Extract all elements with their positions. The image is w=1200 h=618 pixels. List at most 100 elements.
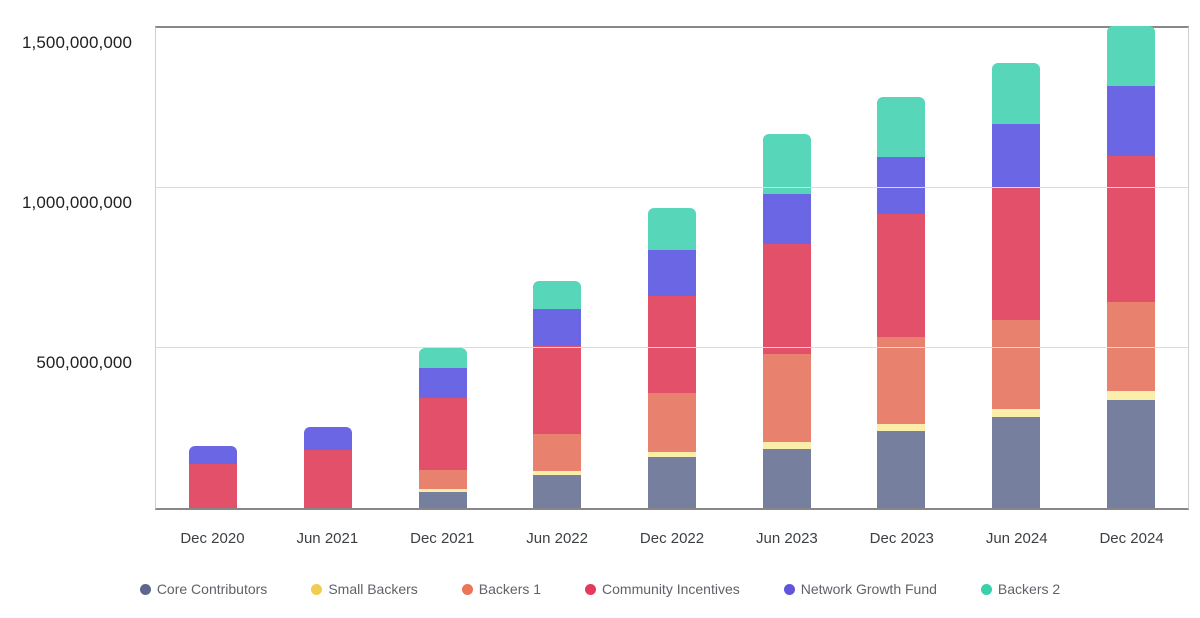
bar-segment-network-growth-fund[interactable] (648, 250, 697, 296)
bar-segment-community-incentives[interactable] (877, 213, 926, 337)
bar-segment-small-backers[interactable] (418, 489, 467, 492)
bar-segment-core-contributors[interactable] (1106, 399, 1155, 508)
legend-item-network-growth-fund[interactable]: Network Growth Fund (783, 581, 937, 598)
y-axis-labels: 1,500,000,000 1,000,000,000 500,000,000 (0, 0, 132, 560)
x-axis-tick-label: Jun 2021 (296, 530, 359, 547)
bar-segment-network-growth-fund[interactable] (1106, 85, 1155, 157)
gridline (156, 187, 1188, 188)
bar-segment-network-growth-fund[interactable] (533, 308, 582, 347)
legend-item-backers-2[interactable]: Backers 2 (980, 581, 1061, 598)
bar-segment-small-backers[interactable] (762, 442, 811, 450)
y-axis-tick-label: 1,500,000,000 (21, 33, 132, 52)
y-axis-tick-label: 500,000,000 (36, 353, 132, 372)
bar-segment-community-incentives[interactable] (189, 463, 238, 508)
bar-column-jun-2021 (271, 28, 386, 508)
bar-segment-network-growth-fund[interactable] (762, 193, 811, 245)
legend-color-dot (585, 584, 597, 595)
bar-segment-network-growth-fund[interactable] (877, 157, 926, 214)
bar-segment-backers-2[interactable] (533, 281, 582, 309)
bar-segment-backers-2[interactable] (762, 133, 811, 194)
bar-segment-small-backers[interactable] (533, 470, 582, 476)
bar-segment-backers-1[interactable] (762, 353, 811, 443)
bar-column-jun-2024 (959, 28, 1074, 508)
bar-column-dec-2022 (615, 28, 730, 508)
x-axis-tick-label: Dec 2023 (869, 530, 934, 547)
x-axis-tick-label: Dec 2022 (639, 530, 705, 547)
legend-color-dot (980, 584, 992, 595)
bar-segment-backers-1[interactable] (992, 319, 1041, 410)
stacked-bar-dec-2020[interactable] (189, 445, 238, 508)
stacked-bar-jun-2023[interactable] (762, 133, 811, 508)
bar-segment-backers-2[interactable] (418, 347, 467, 368)
bar-segment-backers-1[interactable] (648, 392, 697, 453)
legend-label: Core Contributors (156, 581, 268, 597)
bar-segment-core-contributors[interactable] (418, 492, 467, 508)
bar-column-dec-2020 (156, 28, 271, 508)
bar-segment-backers-1[interactable] (533, 434, 582, 471)
bar-segment-backers-2[interactable] (992, 63, 1041, 124)
bar-segment-backers-1[interactable] (877, 336, 926, 425)
x-axis-tick-label: Jun 2023 (756, 530, 818, 547)
bar-segment-community-incentives[interactable] (418, 397, 467, 470)
stacked-bar-dec-2023[interactable] (877, 97, 926, 508)
bar-segment-network-growth-fund[interactable] (304, 427, 352, 451)
bar-segment-core-contributors[interactable] (762, 449, 811, 508)
legend-label: Backers 1 (478, 581, 542, 597)
bar-segment-core-contributors[interactable] (877, 431, 926, 508)
plot-area (155, 25, 1189, 510)
bar-segment-network-growth-fund[interactable] (189, 445, 238, 464)
gridline (156, 347, 1188, 348)
legend-label: Network Growth Fund (800, 581, 937, 597)
legend-color-dot (783, 584, 795, 595)
legend-color-dot (311, 584, 323, 595)
stacked-bar-jun-2022[interactable] (533, 281, 582, 508)
bar-column-jun-2022 (500, 28, 615, 508)
x-axis-tick-label: Dec 2021 (410, 530, 475, 547)
bar-segment-small-backers[interactable] (992, 409, 1041, 418)
bar-segment-community-incentives[interactable] (992, 187, 1041, 320)
bar-segment-backers-1[interactable] (1106, 301, 1155, 391)
bar-segment-backers-2[interactable] (877, 97, 926, 158)
x-axis-tick-label: Jun 2022 (526, 530, 588, 547)
x-axis-tick-label: Jun 2024 (985, 530, 1048, 547)
x-axis-labels: Dec 2020 Jun 2021 Dec 2021 Jun 2022 Dec 2022… (155, 529, 1189, 549)
legend-label: Community Incentives (602, 581, 740, 597)
legend-item-small-backers[interactable]: Small Backers (311, 581, 418, 598)
bar-segment-backers-2[interactable] (1106, 25, 1155, 86)
stacked-bar-dec-2022[interactable] (648, 207, 697, 508)
bars-row (156, 25, 1188, 508)
legend-color-dot (139, 584, 151, 595)
bar-segment-community-incentives[interactable] (1106, 156, 1155, 302)
stacked-bar-jun-2024[interactable] (992, 63, 1041, 508)
y-axis-tick-label: 1,000,000,000 (21, 193, 132, 212)
stacked-bar-dec-2021[interactable] (418, 347, 467, 508)
bar-column-dec-2024 (1073, 25, 1188, 508)
bar-segment-community-incentives[interactable] (648, 295, 697, 393)
bar-segment-small-backers[interactable] (648, 452, 697, 458)
bar-segment-network-growth-fund[interactable] (418, 367, 467, 398)
legend-item-core-contributors[interactable]: Core Contributors (139, 581, 268, 598)
legend-label: Small Backers (328, 581, 418, 597)
legend-label: Backers 2 (997, 581, 1061, 597)
bar-segment-community-incentives[interactable] (304, 450, 352, 508)
bar-column-jun-2023 (729, 28, 844, 508)
bar-segment-community-incentives[interactable] (533, 346, 582, 435)
legend-item-backers-1[interactable]: Backers 1 (461, 581, 542, 598)
bar-segment-community-incentives[interactable] (762, 244, 811, 354)
bar-segment-small-backers[interactable] (877, 424, 926, 432)
x-axis-tick-label: Dec 2024 (1099, 530, 1164, 547)
bar-segment-network-growth-fund[interactable] (992, 123, 1041, 188)
stacked-bar-jun-2021[interactable] (304, 427, 352, 508)
bar-segment-small-backers[interactable] (1106, 390, 1155, 400)
bar-column-dec-2023 (844, 28, 959, 508)
bar-column-dec-2021 (385, 28, 500, 508)
legend-color-dot (461, 584, 473, 595)
bar-segment-core-contributors[interactable] (533, 475, 582, 508)
legend-item-community-incentives[interactable]: Community Incentives (585, 581, 740, 598)
bar-segment-backers-1[interactable] (418, 469, 467, 490)
bar-segment-core-contributors[interactable] (992, 417, 1041, 508)
bar-segment-backers-2[interactable] (648, 207, 697, 251)
stacked-bar-dec-2024[interactable] (1106, 25, 1155, 508)
bar-segment-core-contributors[interactable] (648, 457, 697, 508)
